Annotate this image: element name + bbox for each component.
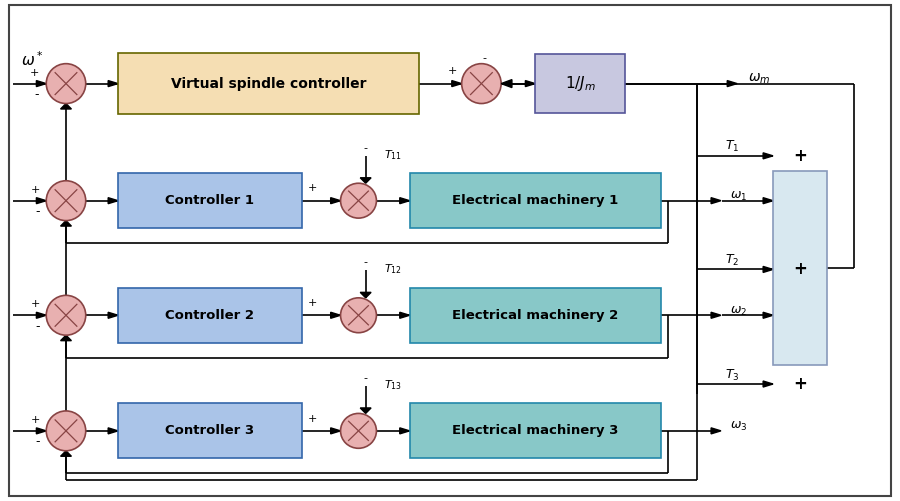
Polygon shape bbox=[711, 312, 721, 318]
Ellipse shape bbox=[46, 64, 86, 104]
Polygon shape bbox=[60, 104, 71, 109]
Text: +: + bbox=[308, 414, 318, 424]
Polygon shape bbox=[526, 81, 536, 87]
Ellipse shape bbox=[340, 183, 376, 218]
Text: Electrical machinery 1: Electrical machinery 1 bbox=[452, 194, 618, 207]
Text: +: + bbox=[448, 66, 457, 76]
Polygon shape bbox=[763, 267, 773, 273]
Bar bbox=[536, 54, 625, 114]
Text: $\omega_m$: $\omega_m$ bbox=[748, 72, 770, 86]
Text: Virtual spindle controller: Virtual spindle controller bbox=[171, 77, 366, 91]
Polygon shape bbox=[36, 312, 46, 318]
Text: +: + bbox=[793, 147, 807, 165]
Polygon shape bbox=[60, 451, 71, 456]
Text: -: - bbox=[35, 435, 40, 448]
Polygon shape bbox=[711, 428, 721, 434]
Ellipse shape bbox=[340, 298, 376, 333]
Text: -: - bbox=[364, 373, 368, 383]
Polygon shape bbox=[360, 408, 371, 413]
Text: $1/J_m$: $1/J_m$ bbox=[564, 74, 596, 93]
Polygon shape bbox=[727, 81, 737, 87]
Bar bbox=[118, 288, 302, 343]
Ellipse shape bbox=[46, 181, 86, 220]
Polygon shape bbox=[36, 198, 46, 204]
Polygon shape bbox=[452, 81, 462, 87]
Polygon shape bbox=[36, 428, 46, 434]
Polygon shape bbox=[360, 293, 371, 298]
Polygon shape bbox=[400, 198, 410, 204]
Text: Controller 2: Controller 2 bbox=[166, 309, 255, 322]
Text: -: - bbox=[364, 143, 368, 153]
Bar bbox=[773, 171, 827, 365]
Polygon shape bbox=[60, 335, 71, 341]
Polygon shape bbox=[360, 178, 371, 183]
Bar bbox=[410, 173, 661, 228]
Text: Controller 1: Controller 1 bbox=[166, 194, 255, 207]
Polygon shape bbox=[60, 220, 71, 226]
Polygon shape bbox=[330, 198, 340, 204]
Text: $T_{12}$: $T_{12}$ bbox=[383, 263, 401, 277]
Text: +: + bbox=[308, 183, 318, 193]
Text: $T_2$: $T_2$ bbox=[725, 253, 740, 268]
Polygon shape bbox=[108, 198, 118, 204]
Text: -: - bbox=[35, 205, 40, 218]
Text: $\omega_2$: $\omega_2$ bbox=[730, 305, 747, 318]
Text: +: + bbox=[31, 299, 40, 309]
Text: -: - bbox=[364, 258, 368, 268]
Text: +: + bbox=[308, 298, 318, 308]
Text: $T_1$: $T_1$ bbox=[725, 139, 740, 154]
Bar bbox=[118, 173, 302, 228]
Text: -: - bbox=[35, 320, 40, 333]
Polygon shape bbox=[108, 312, 118, 318]
Text: +: + bbox=[31, 185, 40, 195]
Text: $\omega^*$: $\omega^*$ bbox=[21, 50, 44, 69]
Bar bbox=[118, 53, 418, 115]
Text: Electrical machinery 2: Electrical machinery 2 bbox=[452, 309, 618, 322]
Text: +: + bbox=[31, 415, 40, 425]
Polygon shape bbox=[36, 81, 46, 87]
Polygon shape bbox=[501, 80, 512, 88]
Text: +: + bbox=[793, 261, 807, 279]
Text: -: - bbox=[34, 88, 39, 101]
Bar bbox=[118, 403, 302, 458]
Bar bbox=[410, 403, 661, 458]
Ellipse shape bbox=[462, 64, 501, 104]
Text: Electrical machinery 3: Electrical machinery 3 bbox=[452, 424, 618, 437]
Text: $\omega_3$: $\omega_3$ bbox=[730, 420, 747, 433]
Polygon shape bbox=[400, 428, 410, 434]
Ellipse shape bbox=[46, 296, 86, 335]
Polygon shape bbox=[763, 312, 773, 318]
Polygon shape bbox=[330, 312, 340, 318]
Polygon shape bbox=[400, 312, 410, 318]
Polygon shape bbox=[763, 381, 773, 387]
Bar bbox=[410, 288, 661, 343]
Text: +: + bbox=[793, 375, 807, 393]
Ellipse shape bbox=[46, 411, 86, 451]
Polygon shape bbox=[711, 198, 721, 204]
Polygon shape bbox=[108, 81, 118, 87]
Text: Controller 3: Controller 3 bbox=[166, 424, 255, 437]
Text: $T_{11}$: $T_{11}$ bbox=[383, 148, 401, 162]
Polygon shape bbox=[763, 198, 773, 204]
Polygon shape bbox=[330, 428, 340, 434]
Ellipse shape bbox=[340, 413, 376, 448]
Text: $T_3$: $T_3$ bbox=[725, 368, 740, 383]
Polygon shape bbox=[763, 153, 773, 159]
Text: $T_{13}$: $T_{13}$ bbox=[383, 378, 401, 392]
Text: +: + bbox=[30, 68, 39, 78]
Polygon shape bbox=[108, 428, 118, 434]
Text: $\omega_1$: $\omega_1$ bbox=[730, 190, 747, 203]
Text: -: - bbox=[482, 53, 486, 63]
